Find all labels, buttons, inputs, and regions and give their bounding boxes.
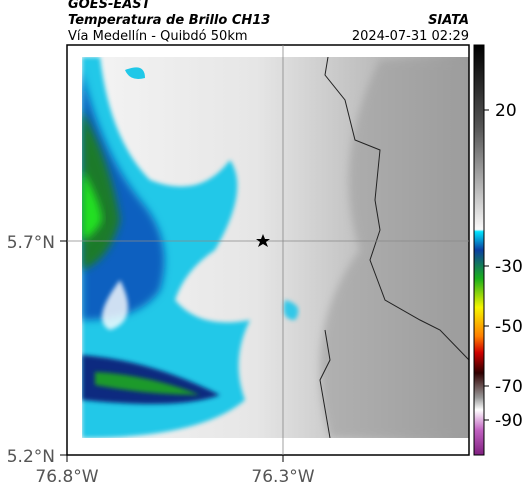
satellite-name: GOES-EAST (68, 0, 152, 12)
location-marker (256, 234, 270, 247)
region: Vía Medellín - Quibdó 50km (68, 29, 248, 44)
colorbar-label: 20 (495, 101, 517, 121)
lon-label: 76.3°W (251, 467, 314, 487)
timestamp: 2024-07-31 02:29 (352, 29, 469, 44)
colorbar (473, 44, 485, 456)
lat-label: 5.7°N (7, 233, 55, 253)
product-title: Temperatura de Brillo CH13 (68, 13, 270, 28)
colorbar-label: -90 (495, 411, 523, 431)
organization: SIATA (428, 13, 469, 28)
lon-label: 76.8°W (35, 467, 98, 487)
lat-label: 5.2°N (7, 447, 55, 467)
satellite-image (82, 57, 469, 438)
colorbar-label: -30 (495, 257, 523, 277)
colorbar-label: -50 (495, 317, 523, 337)
colorbar-label: -70 (495, 377, 523, 397)
colorbar-ticks (484, 109, 489, 421)
map-frame (66, 44, 470, 456)
